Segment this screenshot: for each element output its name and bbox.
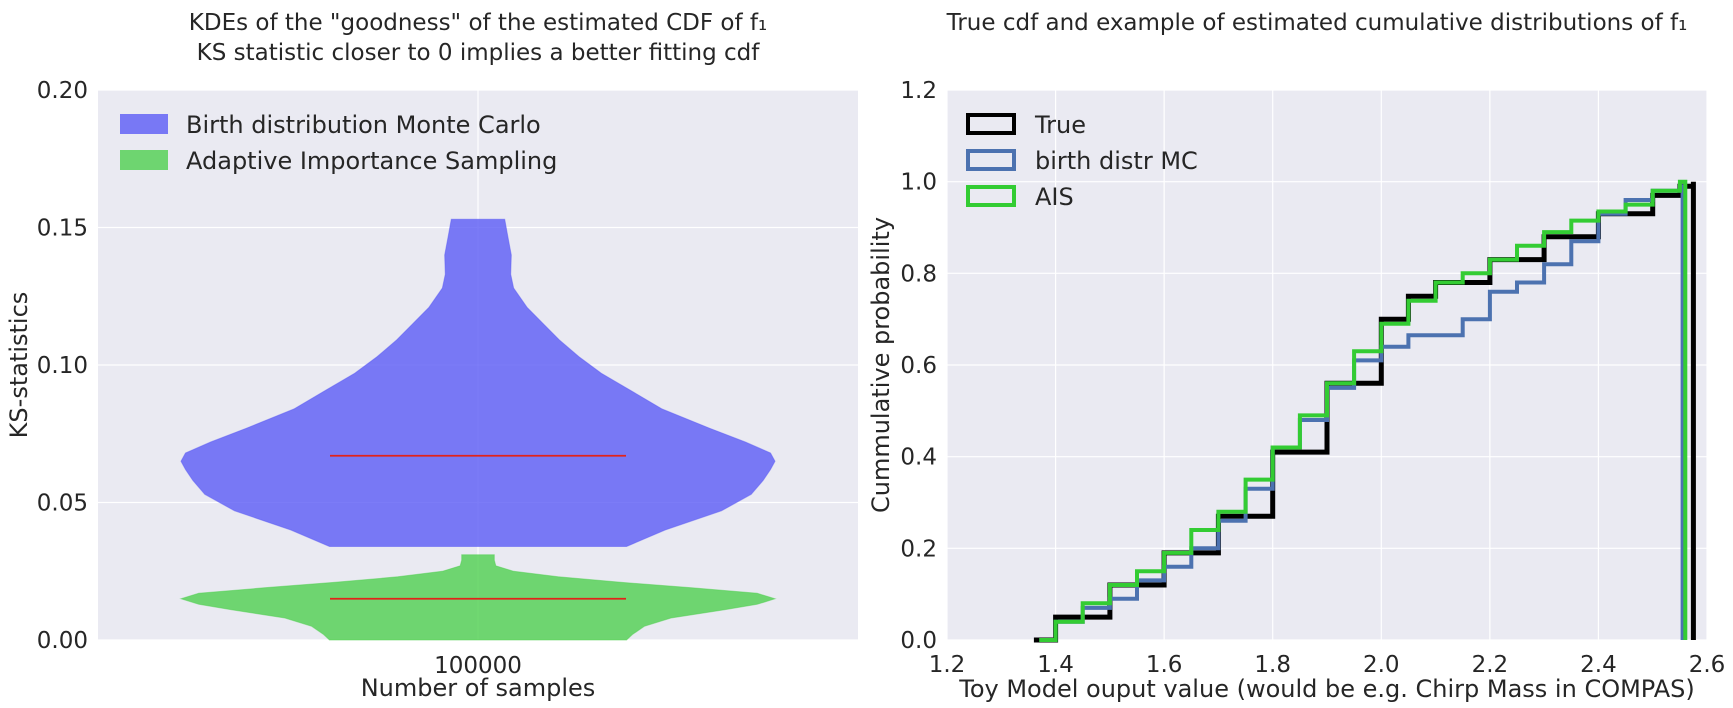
right-legend-label-2: birth distr MC (1035, 147, 1198, 175)
right-x-tick-label: 2.6 (1689, 652, 1726, 678)
right-x-tick-label: 2.4 (1580, 652, 1617, 678)
right-x-ticks: 1.2 1.4 1.6 1.8 2.0 2.2 2.4 2.6 (929, 652, 1726, 678)
left-y-tick-label: 0.10 (37, 353, 88, 379)
left-y-tick-label: 0.05 (37, 491, 88, 517)
left-y-tick-label: 0.20 (37, 78, 88, 104)
left-y-axis-label: KS-statistics (5, 292, 33, 439)
left-x-ticks: 100000 (434, 653, 522, 679)
right-x-tick-label: 2.0 (1363, 652, 1400, 678)
left-legend-label-1: Birth distribution Monte Carlo (186, 111, 541, 139)
right-legend-label-1: True (1034, 111, 1086, 139)
right-x-tick-label: 1.8 (1254, 652, 1291, 678)
left-legend: Birth distribution Monte Carlo Adaptive I… (120, 111, 557, 175)
right-legend-label-3: AIS (1035, 183, 1074, 211)
right-y-axis-label: Cummulative probability (867, 217, 895, 513)
right-y-tick-label: 0.4 (900, 445, 937, 471)
right-x-tick-label: 1.4 (1037, 652, 1074, 678)
left-chart-subtitle: KS statistic closer to 0 implies a bette… (197, 40, 761, 66)
cdf-line-ais (1039, 179, 1688, 642)
right-gridlines (946, 89, 1708, 641)
left-legend-swatch-2 (120, 150, 168, 170)
right-y-tick-label: 0.8 (900, 261, 937, 287)
violin-body-2 (179, 554, 777, 641)
right-y-tick-label: 0.0 (900, 628, 937, 654)
right-x-tick-label: 2.2 (1472, 652, 1509, 678)
left-legend-swatch-1 (120, 114, 168, 134)
left-y-ticks: 0.00 0.05 0.10 0.15 0.20 (37, 78, 88, 654)
right-cdf-lines (1033, 179, 1696, 643)
violin-chart-panel: KDEs of the "goodness" of the estimated … (5, 10, 858, 702)
right-legend: True birth distr MC AIS (966, 111, 1198, 211)
left-chart-title: KDEs of the "goodness" of the estimated … (189, 10, 767, 36)
right-legend-swatch-3 (966, 185, 1016, 207)
left-violins (179, 218, 777, 641)
right-x-tick-label: 1.2 (929, 652, 966, 678)
left-x-axis-label: Number of samples (361, 674, 596, 702)
right-y-tick-label: 1.0 (900, 170, 937, 196)
right-y-tick-label: 0.2 (900, 536, 937, 562)
cdf-chart-panel: True cdf and example of estimated cumula… (867, 10, 1725, 703)
left-legend-label-2: Adaptive Importance Sampling (186, 147, 557, 175)
right-x-axis-label: Toy Model ouput value (would be e.g. Chi… (958, 675, 1695, 703)
right-y-tick-label: 1.2 (900, 78, 937, 104)
right-legend-swatch-1 (966, 113, 1016, 135)
right-x-tick-label: 1.6 (1146, 652, 1183, 678)
right-y-ticks: 0.0 0.2 0.4 0.6 0.8 1.0 1.2 (900, 78, 937, 654)
left-x-tick-label: 100000 (434, 653, 522, 679)
left-y-tick-label: 0.00 (37, 628, 88, 654)
violin-body-1 (180, 218, 776, 547)
right-y-tick-label: 0.6 (900, 353, 937, 379)
left-y-tick-label: 0.15 (37, 216, 88, 242)
right-legend-swatch-2 (966, 149, 1016, 171)
right-chart-title: True cdf and example of estimated cumula… (946, 10, 1688, 36)
